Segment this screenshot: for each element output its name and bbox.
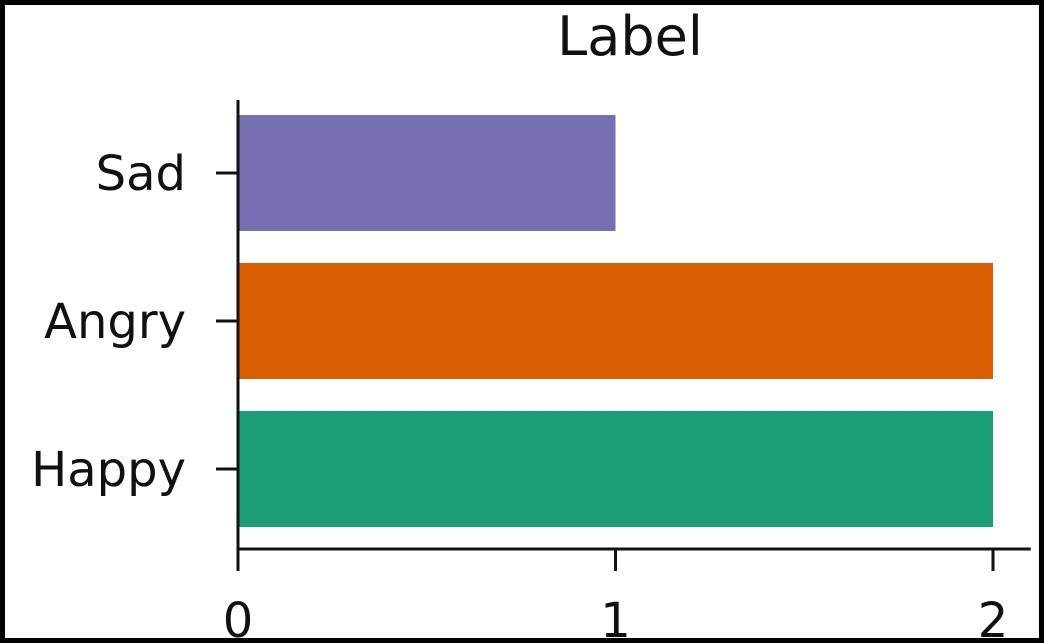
x-axis: 0 1 2	[223, 547, 1031, 638]
y-tick-label-angry: Angry	[44, 294, 186, 350]
x-tick-label-2: 2	[978, 593, 1009, 638]
y-axis: Happy Angry Sad	[31, 100, 240, 550]
bar-happy	[238, 411, 993, 527]
chart-title: Label	[557, 5, 703, 68]
y-tick-label-sad: Sad	[96, 146, 186, 202]
y-tick-label-happy: Happy	[31, 442, 186, 498]
bar-chart: Label Happy Angry Sad 0 1 2	[31, 5, 1031, 638]
bar-sad	[238, 115, 616, 231]
bars-group	[238, 115, 993, 527]
bar-angry	[238, 263, 993, 379]
x-tick-label-0: 0	[223, 593, 254, 638]
x-tick-label-1: 1	[600, 593, 631, 638]
